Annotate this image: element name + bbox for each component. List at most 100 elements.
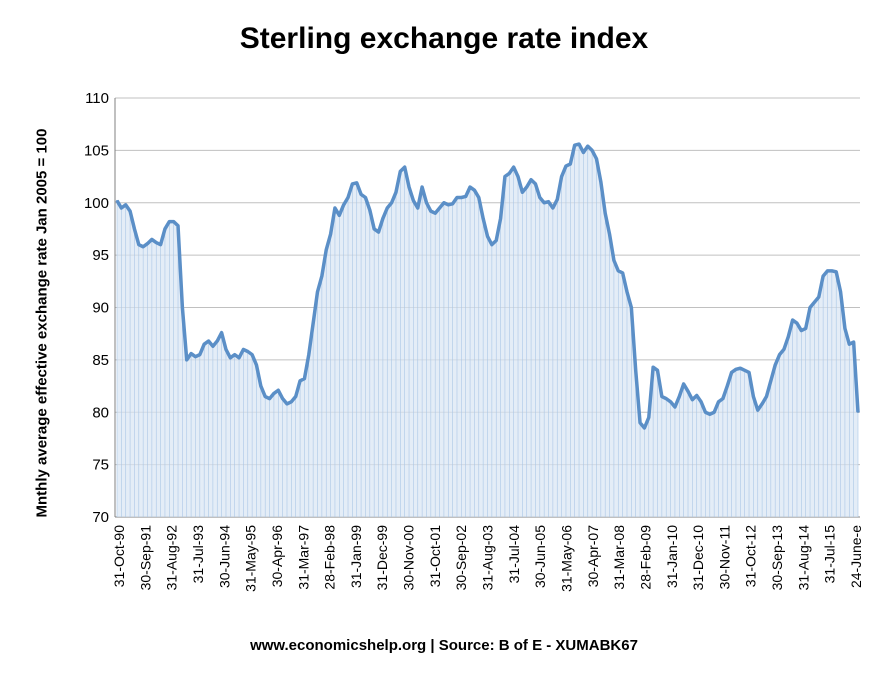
data-point: [443, 201, 445, 204]
data-point: [369, 209, 371, 211]
data-point: [116, 199, 118, 202]
data-point: [482, 217, 484, 220]
y-tick-label: 100: [84, 195, 109, 212]
data-point: [617, 270, 620, 272]
data-point: [438, 207, 441, 209]
data-point: [307, 353, 310, 356]
data-point: [495, 239, 498, 242]
data-point: [382, 217, 384, 220]
data-point: [325, 249, 328, 251]
data-point: [800, 329, 803, 332]
data-point: [220, 331, 223, 334]
data-point: [469, 186, 471, 188]
x-tick-label: 31-Jul-15: [822, 525, 838, 584]
x-tick-label: 31-May-06: [559, 525, 575, 592]
data-point: [251, 353, 253, 356]
data-point: [447, 204, 450, 206]
data-point: [242, 348, 245, 351]
data-point: [207, 340, 210, 342]
x-tick-label: 30-Jun-05: [532, 525, 548, 588]
x-tick-label: 28-Feb-09: [637, 525, 653, 590]
data-point: [778, 353, 781, 356]
data-point: [216, 340, 219, 342]
data-point: [273, 392, 275, 395]
y-tick-label: 95: [92, 247, 109, 264]
data-point: [669, 400, 672, 403]
data-point: [569, 163, 572, 165]
data-point: [303, 377, 306, 380]
y-tick-label: 105: [84, 142, 109, 159]
data-point: [451, 202, 454, 205]
data-point: [260, 385, 262, 387]
data-point: [225, 348, 227, 351]
y-tick-label: 75: [92, 457, 109, 474]
data-point: [765, 395, 768, 398]
data-point: [573, 144, 576, 146]
y-tick-label: 110: [85, 90, 109, 107]
data-point: [787, 336, 790, 338]
data-point: [565, 165, 567, 167]
x-tick-label: 31-Oct-12: [743, 525, 759, 587]
data-point: [722, 397, 724, 400]
data-point: [674, 406, 676, 408]
data-point: [517, 175, 519, 178]
data-point: [817, 296, 820, 298]
data-point: [133, 228, 136, 230]
data-point: [430, 210, 432, 212]
data-point: [608, 233, 611, 235]
x-tick-label: 31-Jan-10: [664, 525, 680, 588]
data-point: [634, 369, 637, 372]
data-point: [560, 175, 563, 178]
data-point: [857, 411, 859, 414]
data-point: [556, 198, 559, 201]
data-point: [212, 345, 214, 348]
x-tick-label: 31-Jan-99: [348, 525, 364, 588]
data-point: [591, 149, 593, 152]
data-point: [185, 359, 188, 361]
x-tick-label: 30-Sep-91: [137, 525, 153, 591]
x-tick-label: 31-May-95: [243, 525, 259, 592]
data-point: [661, 395, 663, 398]
data-point: [159, 243, 162, 246]
data-point: [539, 196, 541, 199]
data-point: [717, 400, 720, 403]
data-point: [142, 245, 144, 248]
data-point: [756, 409, 759, 411]
data-point: [403, 166, 406, 168]
data-point: [726, 385, 729, 387]
data-point: [229, 356, 232, 359]
x-tick-label: 30-Sep-13: [769, 525, 785, 591]
data-point: [852, 341, 855, 343]
data-point: [408, 186, 410, 188]
data-point: [456, 196, 458, 199]
data-point: [770, 380, 772, 382]
data-point: [146, 242, 149, 245]
x-tick-label: 30-Nov-11: [716, 525, 732, 590]
x-tick-label: 31-Mar-08: [611, 525, 627, 590]
data-point: [783, 348, 785, 351]
data-point: [835, 271, 838, 273]
data-point: [286, 403, 288, 405]
data-point: [626, 290, 628, 293]
data-point: [743, 369, 746, 372]
x-tick-label: 31-Dec-99: [374, 525, 390, 591]
x-tick-label: 30-Apr-07: [585, 525, 601, 587]
data-point: [399, 170, 402, 173]
data-point: [491, 243, 493, 246]
data-point: [691, 398, 694, 401]
x-tick-label: 31-Aug-03: [480, 525, 496, 591]
data-point: [321, 275, 323, 277]
data-point: [604, 212, 606, 215]
y-tick-label: 85: [92, 352, 109, 369]
x-tick-label: 31-Dec-10: [690, 525, 706, 591]
data-point: [434, 212, 436, 215]
data-point: [299, 380, 301, 382]
data-point: [395, 191, 397, 194]
data-point: [181, 306, 184, 309]
data-point: [386, 207, 389, 209]
data-point: [347, 196, 349, 199]
data-point: [700, 400, 702, 403]
x-tick-label: 30-Jun-94: [216, 525, 232, 588]
chart-title: Sterling exchange rate index: [239, 22, 649, 55]
